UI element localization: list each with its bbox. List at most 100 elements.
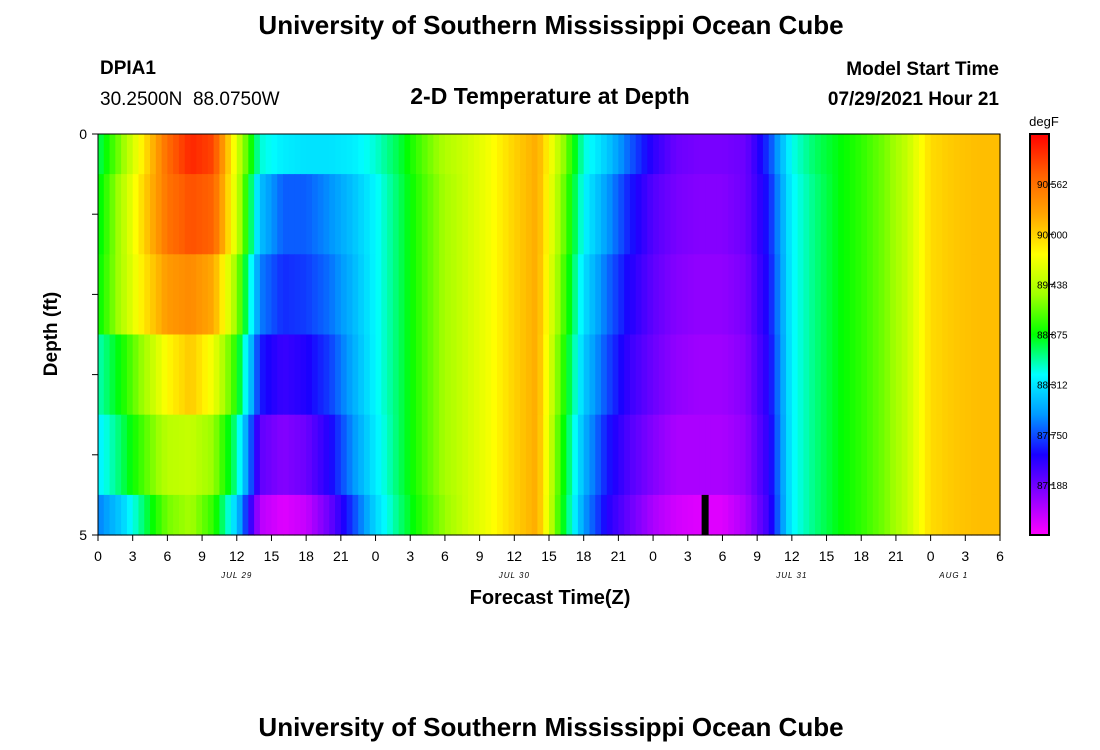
heatmap-cell [560,414,567,496]
heatmap-cell [392,134,400,175]
heatmap-cell [178,134,186,175]
heatmap-cell [485,134,492,175]
heatmap-cell [155,174,163,255]
heatmap-cell [387,134,394,175]
heatmap-cell [641,254,648,336]
heatmap-cell [456,414,463,496]
heatmap-cell [537,254,544,336]
heatmap-cell [196,174,203,255]
footer-title: University of Southern Mississippi Ocean… [258,712,843,742]
heatmap-cell [705,254,712,336]
heatmap-cell [167,254,174,336]
heatmap-cell [878,254,885,336]
heatmap-cell [843,494,851,536]
heatmap-cell [259,254,267,336]
heatmap-cell [693,134,700,175]
heatmap-cell [121,174,128,255]
heatmap-cell [207,174,215,255]
heatmap-cell [346,494,354,536]
heatmap-cell [629,134,637,175]
heatmap-cell [722,334,729,416]
heatmap-cell [606,414,614,496]
heatmap-cell [606,134,614,175]
heatmap-cell [479,414,486,496]
heatmap-cell [473,174,481,255]
heatmap-cell [363,134,371,175]
heatmap-cell [335,134,342,175]
heatmap-cell [549,414,556,496]
heatmap-cell [311,334,319,416]
heatmap-cell [462,494,469,536]
heatmap-cell [543,174,550,255]
heatmap-cell [323,174,330,255]
heatmap-cell [612,174,619,255]
heatmap-cell [115,334,122,416]
heatmap-cell [554,334,562,416]
heatmap-cell [456,254,463,336]
heatmap-cell [219,134,226,175]
heatmap-cell [213,334,221,416]
heatmap-cell [439,134,446,175]
heatmap-cell [786,134,793,175]
heatmap-cell [248,134,255,175]
heatmap-cell [577,254,585,336]
heatmap-cell [456,334,463,416]
heatmap-cell [508,254,515,336]
heatmap-cell [473,134,481,175]
heatmap-cell [566,494,573,536]
heatmap-cell [803,174,810,255]
heatmap-cell [416,414,423,496]
x-tick-label: 15 [819,548,835,564]
heatmap-cell [734,334,741,416]
heatmap-cell [606,254,614,336]
heatmap-cell [126,134,134,175]
heatmap-cell [855,174,862,255]
x-tick-label: 3 [961,548,969,564]
heatmap-cell [959,134,966,175]
heatmap-cell [549,254,556,336]
heatmap-cell [699,334,706,416]
heatmap-cell [144,334,151,416]
heatmap-cell [959,334,966,416]
heatmap-cell [300,414,307,496]
heatmap-cell [381,134,388,175]
heatmap-cell [601,134,608,175]
heatmap-cell [190,494,197,536]
heatmap-cell [762,494,770,536]
heatmap-cell [745,254,752,336]
heatmap-cell [450,494,458,536]
heatmap-cell [774,174,781,255]
heatmap-cell [757,174,764,255]
heatmap-cell [867,174,874,255]
heatmap-cell [566,134,573,175]
heatmap-cell [699,134,706,175]
heatmap-cell [317,134,325,175]
heatmap-cell [346,334,354,416]
heatmap-cell [855,254,862,336]
heatmap-cell [98,334,105,416]
heatmap-cell [745,494,752,536]
heatmap-cell [861,134,868,175]
heatmap-cell [867,254,874,336]
heatmap-cell [976,134,984,175]
heatmap-cell [814,174,822,255]
heatmap-cell [103,134,111,175]
heatmap-cell [803,414,810,496]
heatmap-cell [150,174,157,255]
heatmap-cell [150,494,157,536]
x-tick-label: 18 [853,548,869,564]
y-axis-label: Depth (ft) [41,292,62,376]
heatmap-cell [699,414,706,496]
heatmap-cell [335,414,342,496]
heatmap-cell [734,494,741,536]
heatmap-cell [254,134,261,175]
heatmap-cell [311,134,319,175]
heatmap-cell [838,414,845,496]
heatmap-cell [311,174,319,255]
heatmap-cell [387,414,394,496]
heatmap-cell [167,334,174,416]
heatmap-cell [311,254,319,336]
heatmap-cell [601,334,608,416]
heatmap-cell [820,254,828,336]
model-start-label: Model Start Time [846,59,999,80]
